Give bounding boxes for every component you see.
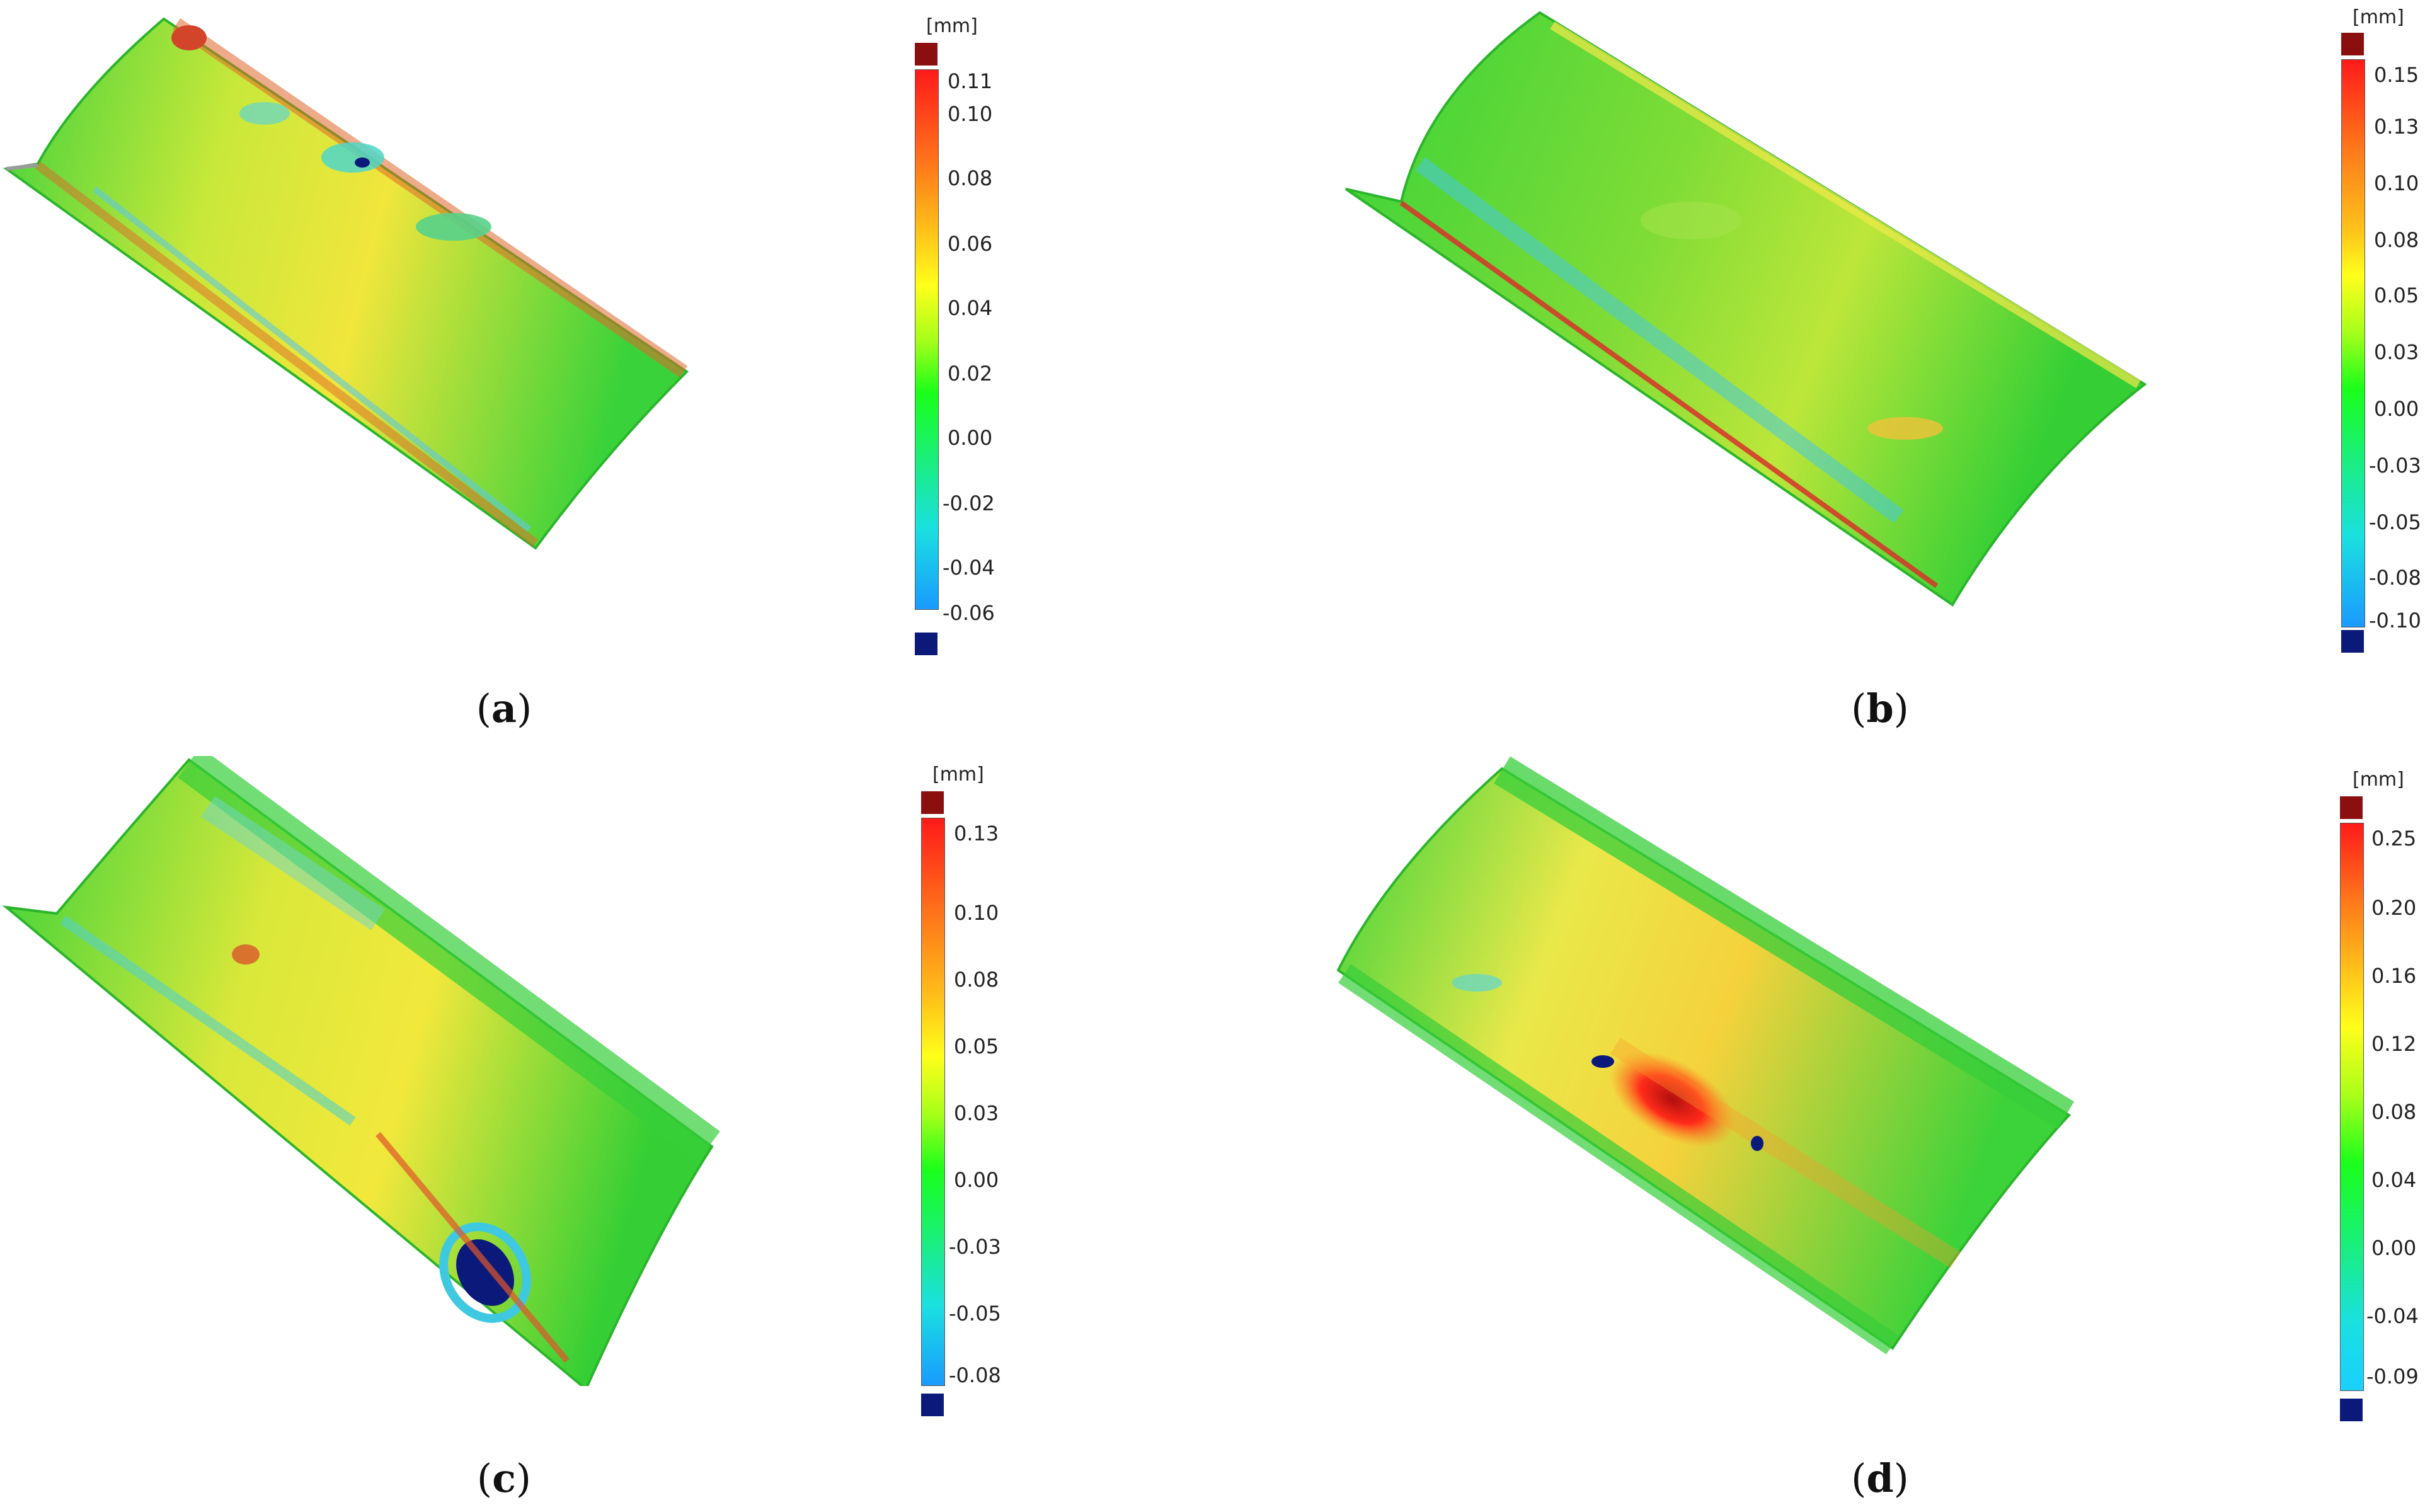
colorbar-under-range-swatch (2340, 1399, 2363, 1421)
colorbar-tick: 0.10 (2374, 171, 2419, 195)
colorbar-gradient (2341, 59, 2365, 627)
colorbar-gradient (2340, 823, 2364, 1391)
colorbar-tick: 0.05 (2374, 284, 2419, 307)
colorbar-tick: -0.10 (2369, 609, 2421, 633)
panel-d: [mm] 0.25 0.20 0.16 0.12 0.08 0.04 0.00 … (1212, 756, 2424, 1512)
colorbar-tick: 0.08 (2371, 1100, 2417, 1124)
colorbar-over-range-swatch (915, 43, 937, 66)
colorbar-tick: -0.06 (943, 601, 995, 625)
colorbar-tick: 0.12 (2371, 1032, 2417, 1056)
panel-caption-b: (b) (1851, 685, 1909, 731)
colorbar-under-range-swatch (915, 633, 937, 655)
colorbar-gradient (915, 69, 939, 610)
colorbar-tick: -0.05 (949, 1302, 1001, 1326)
colorbar-tick: 0.10 (954, 901, 999, 925)
colorbar-tick: -0.05 (2369, 510, 2421, 534)
colorbar-tick: 0.02 (948, 362, 993, 386)
colorbar-under-range-swatch (921, 1394, 944, 1416)
deviation-surface-c (2, 756, 720, 1386)
panel-caption-a: (a) (476, 685, 532, 731)
colorbar-tick: 0.15 (2374, 63, 2419, 87)
colorbar-tick: 0.05 (954, 1034, 999, 1058)
colorbar-tick: 0.13 (954, 822, 999, 845)
deviation-surface-b (1344, 11, 2147, 607)
colorbar-unit-label: [mm] (2353, 769, 2404, 791)
colorbar-tick: 0.00 (2374, 397, 2419, 421)
colorbar-tick: 0.00 (954, 1168, 999, 1192)
colorbar-over-range-swatch (2340, 796, 2363, 819)
colorbar-tick: 0.03 (2374, 340, 2419, 364)
colorbar-tick: -0.09 (2366, 1365, 2419, 1389)
colorbar-tick: 0.25 (2371, 827, 2417, 850)
panel-c: [mm] 0.13 0.10 0.08 0.05 0.03 0.00 -0.03… (0, 756, 1212, 1512)
colorbar-tick: 0.11 (948, 69, 993, 93)
colorbar-tick: -0.08 (949, 1363, 1001, 1387)
colorbar-tick: 0.13 (2374, 115, 2419, 139)
colorbar-over-range-swatch (921, 791, 944, 814)
colorbar-tick: 0.00 (2371, 1236, 2417, 1260)
colorbar-tick: 0.04 (2371, 1168, 2417, 1192)
colorbar-gradient (921, 818, 945, 1386)
deviation-surface-d (1336, 756, 2075, 1354)
panel-caption-d: (d) (1851, 1455, 1909, 1501)
colorbar-tick: 0.16 (2371, 964, 2417, 988)
colorbar-tick: 0.03 (954, 1101, 999, 1125)
colorbar-tick: 0.08 (948, 166, 993, 190)
colorbar-tick: 0.10 (948, 102, 993, 126)
colorbar-tick: 0.20 (2371, 896, 2417, 920)
colorbar-tick: 0.08 (954, 968, 999, 992)
colorbar-under-range-swatch (2341, 630, 2364, 653)
colorbar-over-range-swatch (2341, 33, 2364, 55)
deviation-surface-a (3, 17, 689, 550)
colorbar-unit-label: [mm] (926, 15, 978, 37)
colorbar-unit-label: [mm] (932, 764, 984, 786)
colorbar-tick: -0.04 (2366, 1304, 2419, 1328)
panel-a: [mm] 0.11 0.10 0.08 0.06 0.04 0.02 0.00 … (0, 0, 1212, 756)
colorbar-tick: -0.04 (943, 556, 995, 580)
colorbar-unit-label: [mm] (2353, 6, 2404, 28)
colorbar-tick: -0.08 (2369, 566, 2421, 590)
panel-caption-c: (c) (476, 1455, 532, 1501)
colorbar-tick: 0.00 (948, 426, 993, 450)
colorbar-tick: 0.06 (948, 232, 993, 256)
colorbar-tick: 0.04 (948, 296, 993, 320)
colorbar-tick: 0.08 (2374, 228, 2419, 252)
colorbar-tick: -0.03 (2369, 454, 2421, 478)
panel-b: [mm] 0.15 0.13 0.10 0.08 0.05 0.03 0.00 … (1212, 0, 2424, 756)
colorbar-tick: -0.03 (949, 1235, 1001, 1259)
colorbar-tick: -0.02 (943, 491, 995, 515)
